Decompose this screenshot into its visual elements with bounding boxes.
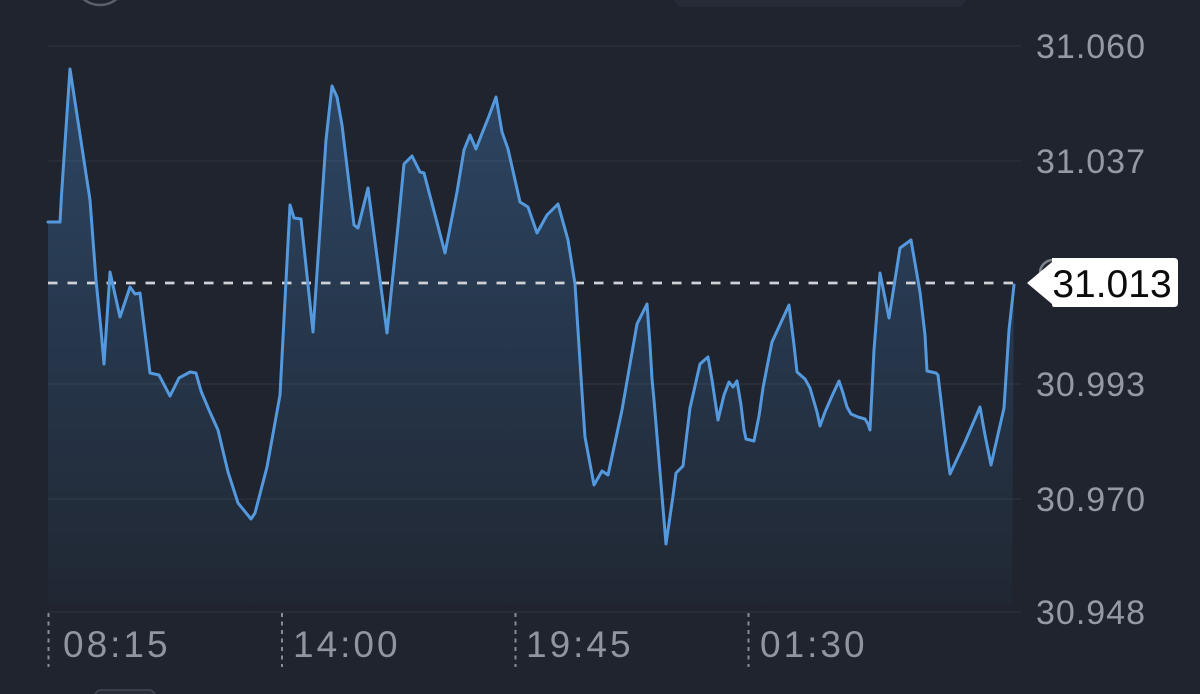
svg-text:19:45: 19:45 bbox=[526, 624, 634, 665]
svg-text:31.060: 31.060 bbox=[1036, 28, 1146, 66]
svg-text:14:00: 14:00 bbox=[293, 624, 401, 665]
svg-text:30.993: 30.993 bbox=[1036, 366, 1146, 404]
svg-text:01:30: 01:30 bbox=[760, 624, 868, 665]
svg-text:30.970: 30.970 bbox=[1036, 481, 1146, 519]
svg-text:08:15: 08:15 bbox=[63, 624, 171, 665]
svg-text:31.037: 31.037 bbox=[1036, 143, 1146, 181]
svg-text:30.948: 30.948 bbox=[1036, 594, 1146, 632]
svg-text:31.013: 31.013 bbox=[1052, 263, 1171, 306]
